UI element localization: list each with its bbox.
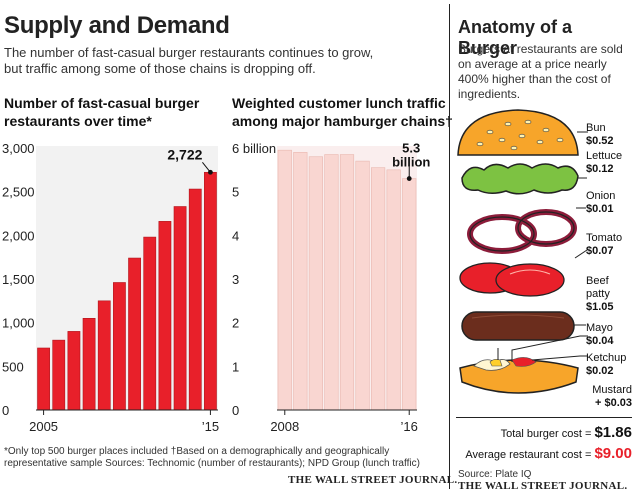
bar <box>308 156 323 411</box>
chart2-title-line1: Weighted customer lunch traffic <box>232 95 446 111</box>
left-subtitle-line1: The number of fast-casual burger restaur… <box>4 45 374 60</box>
bar <box>113 282 126 411</box>
bar <box>128 257 141 411</box>
y-tick-label: 2,000 <box>2 228 35 243</box>
right-subtitle-line: on average at a price nearly <box>458 57 607 71</box>
average-label: Average restaurant cost = <box>465 449 595 461</box>
ingredient-ketchup: Ketchup $0.02 <box>586 352 627 377</box>
annotation-label: billion <box>392 155 430 170</box>
total-burger-cost: Total burger cost = $1.86 <box>458 424 632 441</box>
bar <box>339 154 355 411</box>
y-tick-label: 1,500 <box>2 272 35 287</box>
x-tick-label: ’16 <box>401 419 418 434</box>
totals-rule <box>456 417 632 418</box>
y-tick-label: 0 <box>232 403 239 418</box>
panel-divider <box>449 4 450 489</box>
bar <box>37 347 50 411</box>
charts-svg: 3,000 2,500 2,000 1,500 1,000 500 0 2005 ’15 2,72… <box>2 141 430 434</box>
x-tick-label: 2005 <box>29 419 58 434</box>
y-tick-label: 2,500 <box>2 185 35 200</box>
leader-lines <box>497 131 588 362</box>
ingredient-tomato: Tomato $0.07 <box>586 232 623 257</box>
ingredient-labels: Bun $0.52 Lettuce $0.12 Onion $0.01 Toma… <box>586 0 635 420</box>
bar <box>67 331 81 411</box>
average-restaurant-cost: Average restaurant cost = $9.00 <box>458 445 632 462</box>
annotation-dot <box>406 176 412 181</box>
annotation-label: 5.3 <box>402 141 420 156</box>
bar <box>293 152 308 411</box>
ingredient-onion: Onion $0.01 <box>586 190 616 215</box>
y-tick-label: 0 <box>2 403 9 418</box>
y-tick-label: 4 <box>232 228 239 243</box>
average-value: $9.00 <box>594 445 632 462</box>
ingredient-lettuce: Lettuce $0.12 <box>586 150 623 175</box>
bar <box>52 339 66 411</box>
y-tick-label: 1,000 <box>2 316 35 331</box>
bar <box>97 300 111 411</box>
burger-illustration <box>457 109 588 394</box>
bar <box>158 221 172 411</box>
bar <box>324 154 339 411</box>
chart2-title-line2: among major hamburger chains† <box>232 113 453 129</box>
x-tick-label: 2008 <box>270 419 299 434</box>
left-subtitle-line2: but traffic among some of those chains i… <box>4 61 316 76</box>
bun-icon <box>457 109 579 156</box>
plot-background <box>36 146 218 410</box>
y-tick-label: 6 billion <box>232 141 276 156</box>
ingredient-mustard: Mustard + $0.03 <box>592 384 632 409</box>
tomato-icon <box>459 262 565 297</box>
total-value: $1.86 <box>594 424 632 441</box>
ingredient-bun: Bun $0.52 <box>586 122 614 147</box>
annotation-label: 2,722 <box>167 146 202 162</box>
y-tick-label: 3 <box>232 272 239 287</box>
bar <box>204 171 217 411</box>
bar <box>188 188 202 411</box>
bar <box>355 160 370 411</box>
right-subtitle: Burgers at restaurants are sold on avera… <box>458 42 623 102</box>
footnote-line2: representative sample Sources: Technomic… <box>4 458 420 469</box>
mustard-icon <box>489 359 503 367</box>
bar <box>277 149 292 411</box>
chart1-title-line2: restaurants over time* <box>4 113 152 129</box>
onion-icon <box>467 209 577 254</box>
lettuce-icon <box>461 163 579 195</box>
bar <box>402 178 417 411</box>
right-subtitle-line: 400% higher than the cost of <box>458 72 611 86</box>
y-tick-label: 3,000 <box>2 141 35 156</box>
bar <box>82 317 96 411</box>
right-title: Anatomy of a Burger <box>458 17 573 58</box>
chart-restaurant-count: 3,000 2,500 2,000 1,500 1,000 500 0 2005 ’15 2,72… <box>2 141 219 434</box>
y-tick-label: 500 <box>2 359 24 374</box>
y-tick-label: 1 <box>232 359 239 374</box>
left-title: Supply and Demand <box>4 12 230 39</box>
total-label: Total burger cost = <box>500 428 595 440</box>
footnote-line1: *Only top 500 burger places included †Ba… <box>4 446 390 457</box>
right-source: Source: Plate IQ <box>458 469 532 480</box>
ingredient-beef-patty: Beef patty $1.05 <box>586 275 614 313</box>
patty-icon <box>461 311 575 341</box>
ketchup-icon <box>511 357 537 367</box>
bar <box>386 169 401 411</box>
ingredient-mayo: Mayo $0.04 <box>586 322 614 347</box>
y-tick-label: 2 <box>232 316 239 331</box>
bar <box>143 236 157 411</box>
chart1-title-line1: Number of fast-casual burger <box>4 95 200 111</box>
x-tick-label: ’15 <box>202 419 219 434</box>
annotation-leader <box>202 161 211 173</box>
bar <box>173 206 187 411</box>
right-subtitle-line: Burgers at restaurants are sold <box>458 42 623 56</box>
bar <box>371 167 386 411</box>
wsj-logo-right: THE WALL STREET JOURNAL. <box>458 480 628 492</box>
wsj-logo-left: THE WALL STREET JOURNAL. <box>288 474 458 486</box>
right-subtitle-line: ingredients. <box>458 87 521 101</box>
y-tick-label: 5 <box>232 185 239 200</box>
